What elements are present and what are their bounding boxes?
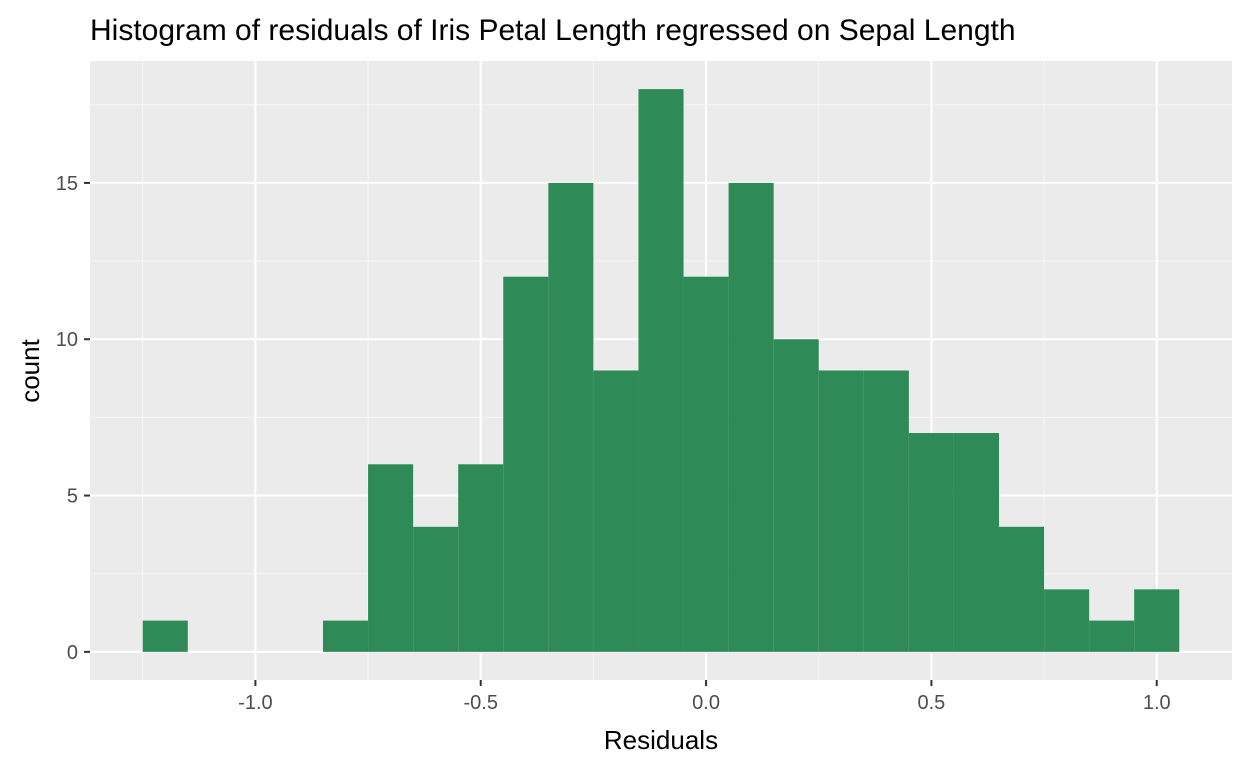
histogram-bar xyxy=(818,370,864,652)
x-tick-label: -0.5 xyxy=(463,692,497,714)
y-tick-label: 10 xyxy=(56,329,78,351)
x-axis: -1.0 -0.5 0.0 0.5 1.0 xyxy=(238,680,1171,714)
x-tick-label: 0.5 xyxy=(917,692,945,714)
histogram-bar xyxy=(638,89,684,652)
histogram-bar xyxy=(1134,589,1180,652)
histogram-bar xyxy=(683,276,729,652)
y-tick-label: 0 xyxy=(67,642,78,664)
y-axis: 0 5 10 15 xyxy=(56,173,90,664)
histogram-bar xyxy=(908,433,954,652)
histogram-bar xyxy=(593,370,639,652)
histogram-bar xyxy=(548,182,594,652)
x-tick-label: 0.0 xyxy=(692,692,720,714)
histogram-bar xyxy=(1044,589,1090,652)
y-axis-title: count xyxy=(15,338,45,402)
y-tick-label: 5 xyxy=(67,486,78,508)
histogram-bar xyxy=(953,433,1000,652)
histogram-bar xyxy=(863,370,909,652)
x-tick-label: 1.0 xyxy=(1143,692,1171,714)
histogram-bar xyxy=(503,276,549,652)
histogram-bar xyxy=(368,464,414,652)
histogram-bar xyxy=(413,526,459,652)
histogram-bars xyxy=(142,89,1180,652)
chart-title: Histogram of residuals of Iris Petal Len… xyxy=(90,14,1016,47)
histogram-bar xyxy=(1089,620,1135,652)
histogram-bar xyxy=(458,464,504,652)
histogram-bar xyxy=(773,339,819,652)
x-axis-title: Residuals xyxy=(604,725,718,755)
histogram-bar xyxy=(322,620,369,652)
histogram-bar xyxy=(142,620,188,652)
x-tick-label: -1.0 xyxy=(238,692,272,714)
histogram-bar xyxy=(999,526,1045,652)
y-tick-label: 15 xyxy=(56,173,78,195)
histogram-bar xyxy=(728,182,774,652)
